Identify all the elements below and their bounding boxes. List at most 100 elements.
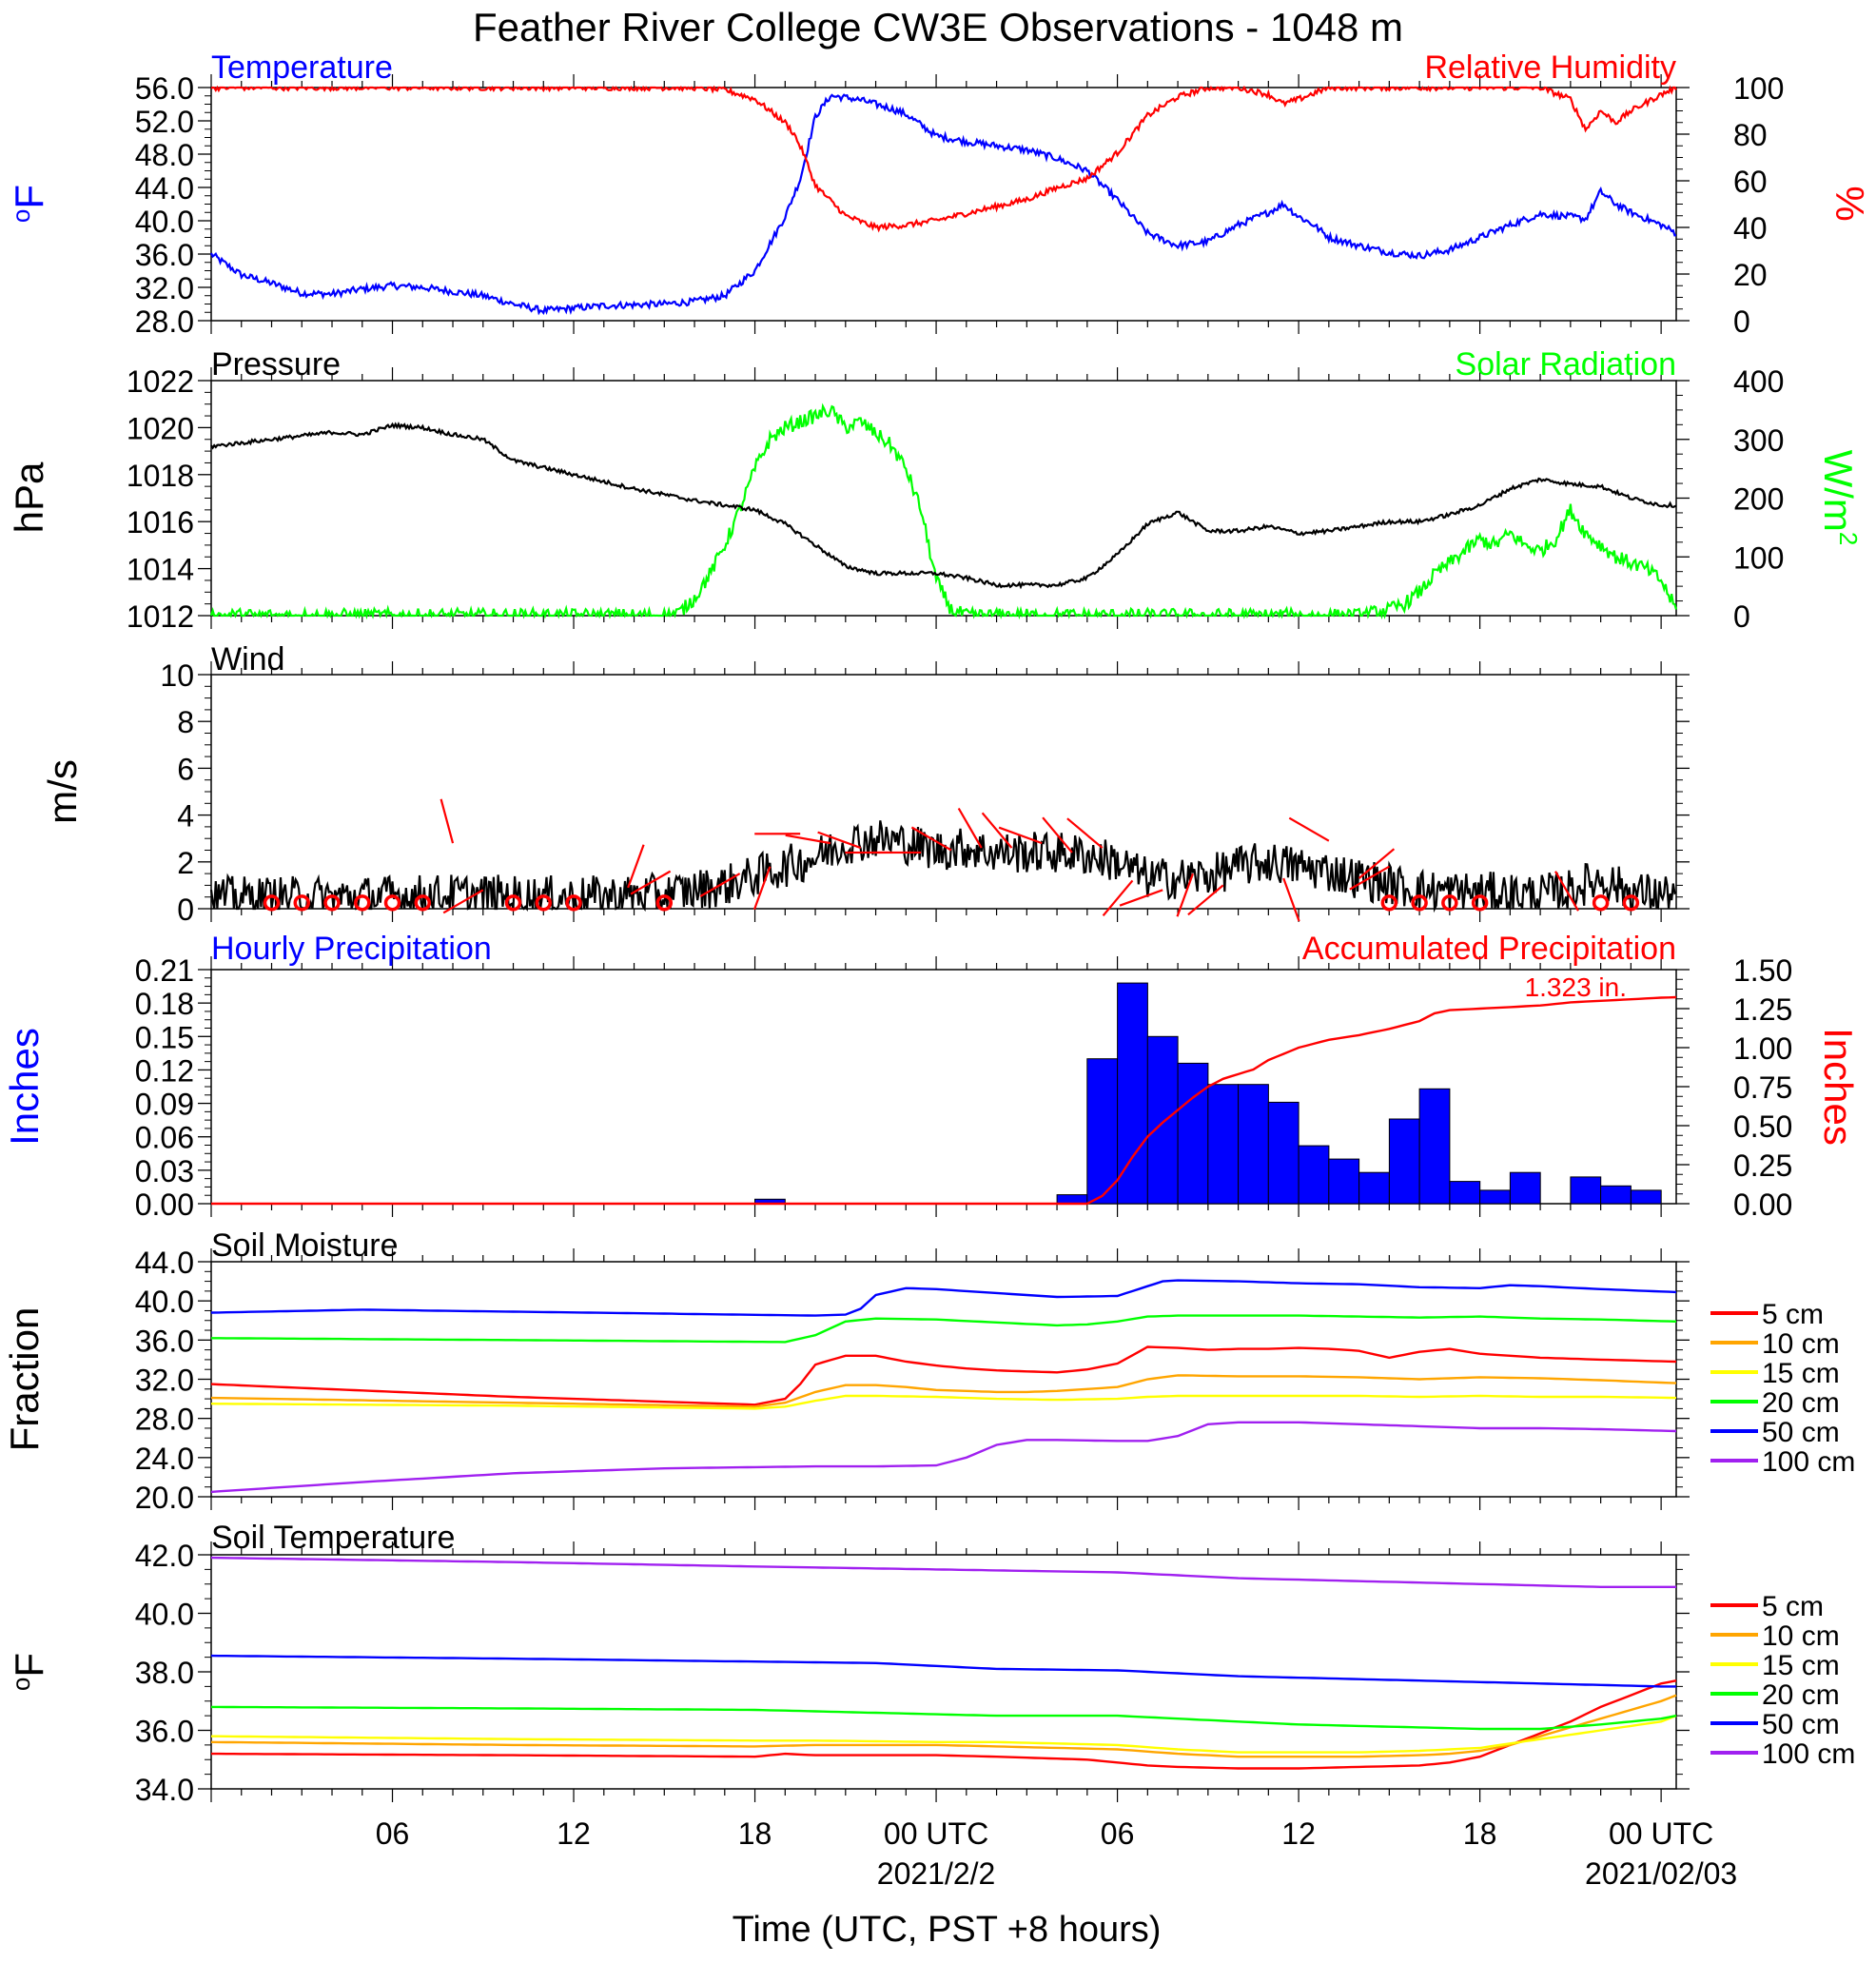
precip-bar — [1329, 1159, 1359, 1204]
precip-bar — [1178, 1063, 1208, 1204]
plot-frame — [211, 1262, 1676, 1497]
legend-label: 10 cm — [1762, 1620, 1840, 1652]
x-tick-label: 12 — [557, 1816, 591, 1851]
soil-temperature-y-label: oF — [7, 1653, 51, 1691]
humidity-y-label: % — [1827, 186, 1872, 221]
precip-bar — [1118, 983, 1148, 1204]
y-tick-label: 44.0 — [135, 171, 194, 206]
y-right-tick-label: 0.50 — [1733, 1109, 1792, 1144]
precipitation-panel: 0.000.030.060.090.120.150.180.210.000.25… — [2, 931, 1861, 1222]
soil-line-50cm — [211, 1281, 1676, 1316]
humidity-line — [211, 88, 1676, 230]
y-tick-label: 52.0 — [135, 105, 194, 139]
soil-line-5cm — [211, 1680, 1676, 1768]
temperature-y-label: oF — [7, 185, 51, 223]
y-tick-label: 32.0 — [135, 1364, 194, 1398]
y-tick-label: 4 — [177, 799, 194, 834]
x-tick-label: 00 UTC — [884, 1816, 988, 1851]
y-right-tick-label: 100 — [1733, 71, 1784, 106]
calm-wind-circle — [1382, 896, 1396, 910]
x-date-label: 2021/02/03 — [1585, 1856, 1737, 1891]
y-tick-label: 36.0 — [135, 1324, 194, 1358]
y-tick-label: 34.0 — [135, 1773, 194, 1807]
y-tick-label: 0.12 — [135, 1053, 194, 1088]
y-right-tick-label: 20 — [1733, 258, 1768, 292]
accumulated-precip-line — [211, 997, 1676, 1204]
y-tick-label: 40.0 — [135, 205, 194, 239]
x-tick-label: 18 — [738, 1816, 772, 1851]
y-tick-label: 42.0 — [135, 1539, 194, 1573]
y-tick-label: 0 — [177, 893, 194, 927]
x-axis-label: Time (UTC, PST +8 hours) — [733, 1910, 1162, 1950]
plot-frame — [211, 675, 1676, 909]
wind-barb — [1120, 890, 1163, 905]
temperature-title: Temperature — [211, 49, 393, 86]
y-tick-label: 36.0 — [135, 1715, 194, 1749]
y-right-tick-label: 0 — [1733, 599, 1750, 634]
relative-humidity-title: Relative Humidity — [1424, 49, 1676, 86]
y-tick-label: 1022 — [127, 364, 194, 399]
legend-label: 10 cm — [1762, 1328, 1840, 1360]
calm-wind-circle — [386, 896, 400, 910]
y-right-tick-label: 1.50 — [1733, 953, 1792, 988]
y-tick-label: 48.0 — [135, 138, 194, 172]
pressure-y-label: hPa — [7, 461, 51, 533]
y-right-tick-label: 60 — [1733, 165, 1768, 199]
precip-bar — [1601, 1186, 1632, 1204]
precip-bar — [1480, 1190, 1511, 1204]
soil-temperature-title: Soil Temperature — [211, 1520, 455, 1556]
wind-barb — [1289, 818, 1329, 841]
x-tick-label: 06 — [376, 1816, 410, 1851]
precip-bar — [1268, 1102, 1299, 1204]
y-tick-label: 0.15 — [135, 1020, 194, 1054]
y-tick-label: 44.0 — [135, 1246, 194, 1280]
accumulated-total-label: 1.323 in. — [1525, 972, 1627, 1002]
precip-bar — [1208, 1085, 1239, 1204]
temperature-line — [211, 95, 1676, 313]
hourly-precipitation-title: Hourly Precipitation — [211, 931, 492, 967]
precip-bar — [1510, 1172, 1540, 1204]
precip-bar — [1239, 1085, 1269, 1204]
legend-label: 5 cm — [1762, 1591, 1824, 1622]
soil-line-100cm — [211, 1423, 1676, 1492]
precip-bar — [1359, 1172, 1390, 1204]
y-tick-label: 0.00 — [135, 1188, 194, 1222]
soil-line-15cm — [211, 1716, 1676, 1753]
y-tick-label: 28.0 — [135, 1403, 194, 1437]
plot-frame — [211, 970, 1676, 1204]
wind-barb — [631, 872, 671, 894]
precip-bar — [1631, 1190, 1661, 1204]
chart-title: Feather River College CW3E Observations … — [473, 5, 1403, 49]
y-right-tick-label: 400 — [1733, 364, 1784, 399]
soil-line-20cm — [211, 1707, 1676, 1729]
y-tick-label: 32.0 — [135, 271, 194, 305]
y-tick-label: 28.0 — [135, 304, 194, 339]
hourly-precip-y-label: Inches — [2, 1028, 47, 1146]
y-tick-label: 38.0 — [135, 1656, 194, 1690]
y-tick-label: 36.0 — [135, 238, 194, 272]
y-tick-label: 2 — [177, 846, 194, 880]
legend-label: 20 cm — [1762, 1679, 1840, 1711]
y-right-tick-label: 1.00 — [1733, 1031, 1792, 1066]
degree-superscript: o — [7, 1678, 35, 1691]
soil-line-50cm — [211, 1656, 1676, 1686]
y-tick-label: 24.0 — [135, 1442, 194, 1476]
wind-barb — [441, 799, 453, 843]
precip-bar — [1147, 1036, 1178, 1204]
pressure-title: Pressure — [211, 346, 341, 383]
y-right-tick-label: 40 — [1733, 211, 1768, 245]
solar-unit-exponent: 2 — [1834, 532, 1863, 545]
y-tick-label: 1020 — [127, 411, 194, 445]
wind-barb — [786, 835, 831, 843]
degree-superscript: o — [7, 209, 35, 223]
y-tick-label: 56.0 — [135, 71, 194, 106]
legend-label: 100 cm — [1762, 1446, 1855, 1478]
y-tick-label: 1014 — [127, 553, 194, 587]
soil-line-10cm — [211, 1696, 1676, 1757]
legend-label: 20 cm — [1762, 1387, 1840, 1419]
calm-wind-circle — [537, 896, 550, 910]
legend-label: 100 cm — [1762, 1738, 1855, 1770]
